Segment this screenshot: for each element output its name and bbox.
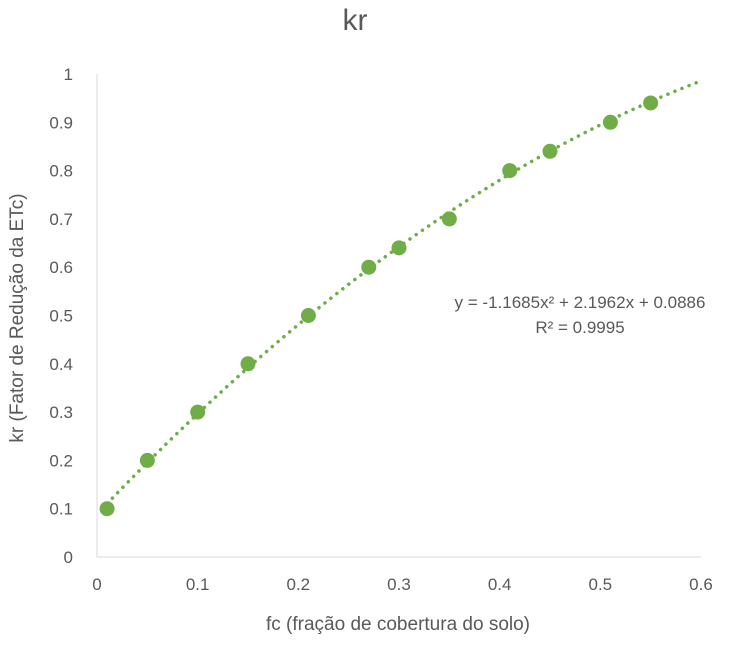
x-tick-labels: 0 0.1 0.2 0.3 0.4 0.5 0.6 xyxy=(92,575,713,594)
x-axis-label: fc (fração de cobertura do solo) xyxy=(266,614,530,635)
data-point xyxy=(391,240,407,256)
y-tick-label: 0.8 xyxy=(49,162,73,181)
chart-title: kr xyxy=(343,4,368,37)
data-point xyxy=(643,95,659,111)
x-tick-label: 0 xyxy=(92,575,101,594)
data-point xyxy=(441,211,457,227)
data-point xyxy=(542,143,558,159)
axes xyxy=(96,74,701,558)
data-point xyxy=(300,308,316,323)
y-tick-label: 0.3 xyxy=(49,403,73,422)
data-point xyxy=(502,163,518,179)
r-squared-label: R² = 0.9995 xyxy=(535,318,624,337)
x-tick-label: 0.3 xyxy=(387,575,411,594)
x-tick-label: 0.4 xyxy=(488,575,512,594)
y-tick-label: 0.2 xyxy=(49,451,73,470)
x-tick-label: 0.6 xyxy=(689,575,713,594)
y-axis-label: kr (Fator de Redução da ETc) xyxy=(7,193,28,442)
data-point xyxy=(361,259,377,275)
trendline-equation: y = -1.1685x² + 2.1962x + 0.0886 xyxy=(455,293,706,312)
y-tick-label: 0.4 xyxy=(49,355,73,374)
data-point xyxy=(602,114,618,130)
y-tick-label: 0.5 xyxy=(49,307,73,326)
y-tick-label: 1 xyxy=(64,65,73,84)
y-tick-label: 0.1 xyxy=(49,500,73,519)
data-point xyxy=(99,501,115,517)
y-tick-label: 0.7 xyxy=(49,210,73,229)
data-points xyxy=(99,95,659,517)
x-tick-label: 0.5 xyxy=(589,575,613,594)
y-tick-label: 0.9 xyxy=(49,113,73,132)
x-tick-label: 0.2 xyxy=(287,575,311,594)
data-point xyxy=(139,452,155,468)
x-tick-label: 0.1 xyxy=(186,575,210,594)
y-tick-label: 0 xyxy=(64,548,73,567)
data-point xyxy=(240,356,256,372)
y-tick-label: 0.6 xyxy=(49,258,73,277)
data-point xyxy=(190,404,206,420)
y-tick-labels: 0 0.1 0.2 0.3 0.4 0.5 0.6 0.7 0.8 0.9 1 xyxy=(49,65,73,567)
